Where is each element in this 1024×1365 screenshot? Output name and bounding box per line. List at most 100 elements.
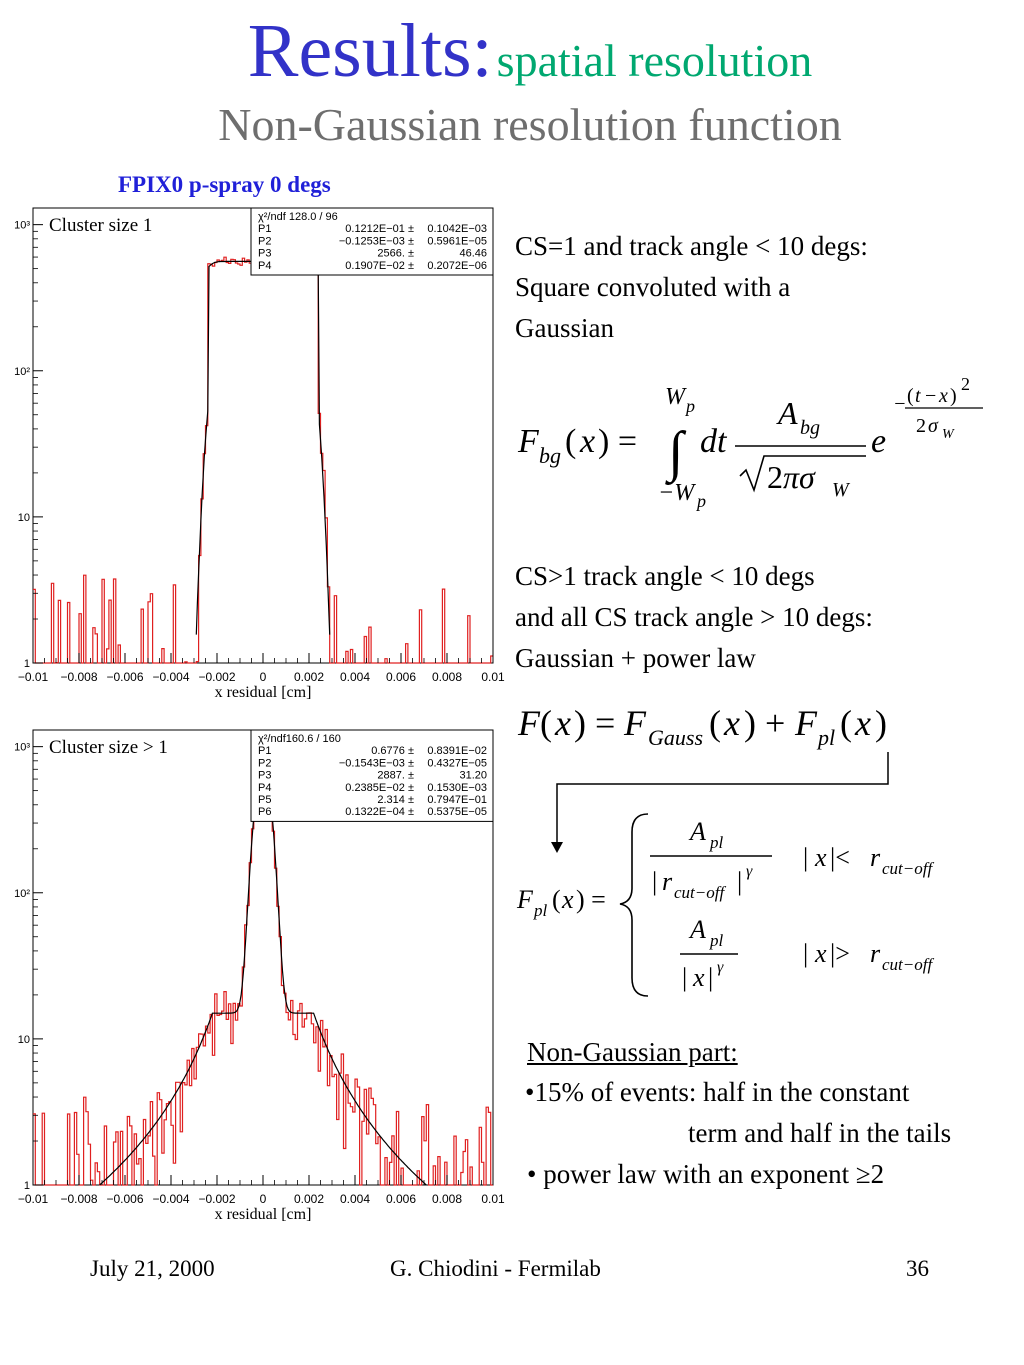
x-tick-label: −0.006: [106, 1192, 143, 1206]
svg-text:) =: ) =: [574, 703, 615, 743]
svg-text:): ): [950, 385, 957, 407]
fit-param-error: 0.1042E−03: [427, 223, 487, 235]
arrow-head: [551, 842, 563, 853]
svg-text:W: W: [942, 427, 955, 442]
fit-param-error: 0.7947E−01: [427, 794, 487, 806]
x-tick-label: −0.002: [198, 1192, 235, 1206]
fit-param-error: 0.5961E−05: [427, 235, 487, 247]
svg-text:−W: −W: [658, 480, 696, 506]
x-tick-label: −0.01: [18, 670, 49, 684]
fit-chi2: χ²/ndf160.6 / 160: [258, 733, 341, 745]
svg-text:bg: bg: [800, 417, 820, 439]
svg-text:W: W: [665, 384, 687, 410]
fit-param-value: 0.1907E−02 ±: [345, 260, 414, 272]
svg-text:cut−off: cut−off: [882, 955, 934, 974]
svg-text:x: x: [814, 843, 827, 872]
x-tick-label: 0.01: [481, 670, 505, 684]
fit-param-error: 0.4327E−05: [427, 757, 487, 769]
svg-text:pl: pl: [709, 833, 724, 852]
x-tick-label: −0.004: [152, 670, 189, 684]
svg-text:|>: |>: [830, 939, 850, 968]
fit-param-value: −0.1543E−03 ±: [339, 757, 414, 769]
x-tick-label: 0.006: [386, 670, 416, 684]
svg-text:x: x: [854, 703, 871, 743]
fit-param-name: P4: [258, 260, 271, 272]
svg-text:x: x: [561, 885, 574, 914]
svg-text:F: F: [623, 703, 647, 743]
svg-text:(: (: [565, 423, 576, 460]
svg-text:|: |: [682, 963, 687, 992]
y-tick-label: 10²: [14, 366, 30, 378]
svg-text:∫: ∫: [665, 421, 687, 486]
y-tick-label: 10³: [14, 220, 30, 232]
x-tick-label: 0.004: [340, 1192, 370, 1206]
svg-text:) +: ) +: [744, 703, 785, 743]
x-tick-label: 0.008: [432, 670, 462, 684]
svg-text:|: |: [652, 867, 657, 896]
fit-stats-box: [250, 729, 494, 822]
fit-param-name: P6: [258, 806, 271, 818]
svg-text:γ: γ: [746, 863, 753, 880]
svg-text:πσ: πσ: [783, 459, 816, 495]
fit-param-name: P3: [258, 248, 271, 260]
text-line: Gaussian + power law: [515, 643, 756, 673]
fit-chi2: χ²/ndf 128.0 / 96: [258, 211, 338, 223]
svg-text:) =: ) =: [598, 423, 637, 460]
fit-param-value: 2887. ±: [377, 770, 414, 782]
cluster-size-label: Cluster size 1: [49, 215, 152, 236]
x-tick-label: 0: [260, 670, 267, 684]
svg-text:(: (: [540, 703, 552, 743]
svg-text:γ: γ: [717, 959, 724, 976]
y-tick-label: 10³: [14, 742, 30, 754]
svg-text:(: (: [709, 703, 721, 743]
fit-param-error: 0.2072E−06: [427, 260, 487, 272]
x-tick-label: −0.002: [198, 670, 235, 684]
fit-param-error: 0.1530E−03: [427, 782, 487, 794]
svg-text:A: A: [776, 395, 798, 431]
text-line: CS=1 and track angle < 10 degs:: [515, 231, 868, 261]
fit-param-error: 0.8391E−02: [427, 745, 487, 757]
fit-param-name: P3: [258, 770, 271, 782]
svg-text:2: 2: [961, 374, 970, 394]
svg-text:bg: bg: [539, 443, 561, 468]
x-tick-label: −0.006: [106, 670, 143, 684]
slide-title: Results: spatial resolution: [0, 8, 1024, 95]
svg-text:pl: pl: [533, 901, 548, 920]
svg-text:|: |: [737, 867, 742, 896]
svg-text:t: t: [915, 385, 921, 407]
svg-text:dt: dt: [700, 423, 728, 460]
fit-param-value: 0.1212E−01 ±: [345, 223, 414, 235]
text-line: Gaussian: [515, 313, 614, 343]
svg-text:pl: pl: [709, 931, 724, 950]
x-tick-label: −0.01: [18, 1192, 49, 1206]
text-block-cs-gt-1: CS>1 track angle < 10 degs and all CS tr…: [515, 556, 873, 679]
svg-text:(: (: [907, 385, 914, 407]
svg-text:x: x: [938, 385, 948, 407]
svg-text:|: |: [803, 939, 808, 968]
svg-text:W: W: [832, 479, 851, 501]
svg-text:r: r: [662, 867, 673, 896]
svg-text:r: r: [870, 843, 881, 872]
fit-param-value: −0.1253E−03 ±: [339, 235, 414, 247]
svg-text:|<: |<: [830, 843, 850, 872]
non-gaussian-heading: Non-Gaussian part:: [527, 1037, 738, 1067]
svg-text:x: x: [554, 703, 571, 743]
svg-text:x: x: [692, 963, 705, 992]
svg-text:2: 2: [767, 459, 783, 495]
fit-stats-box: [250, 207, 494, 276]
equation-total: F ( x ) = F Gauss ( x ) + F pl ( x ): [517, 703, 887, 750]
svg-text:A: A: [688, 915, 706, 944]
footer-date: July 21, 2000: [90, 1256, 215, 1281]
footer-page-number: 36: [906, 1256, 929, 1281]
x-tick-label: 0.004: [340, 670, 370, 684]
x-tick-label: 0.006: [386, 1192, 416, 1206]
fit-param-name: P4: [258, 782, 271, 794]
y-tick-label: 10: [18, 512, 30, 524]
fit-param-name: P2: [258, 235, 271, 247]
x-tick-label: 0.01: [481, 1192, 505, 1206]
svg-text:2: 2: [916, 415, 926, 437]
text-line: CS>1 track angle < 10 degs: [515, 561, 815, 591]
fit-param-error: 31.20: [459, 770, 487, 782]
svg-text:F: F: [516, 885, 534, 914]
y-tick-label: 10²: [14, 888, 30, 900]
